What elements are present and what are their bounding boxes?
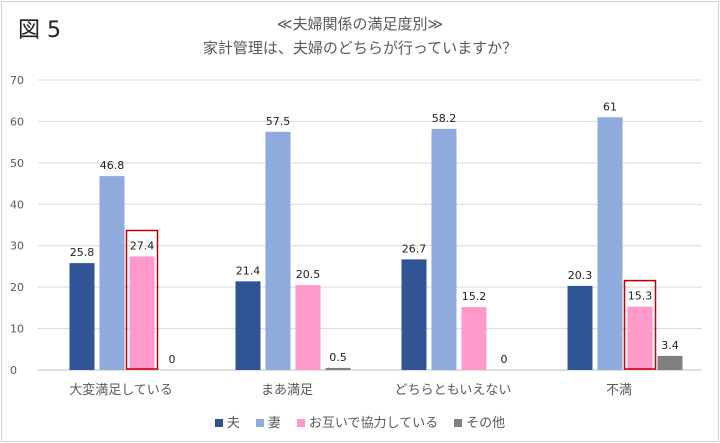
figure-label: 図 5 — [18, 18, 61, 43]
bar — [129, 256, 155, 370]
bar — [295, 285, 321, 370]
legend-label: 夫 — [226, 416, 240, 431]
data-label: 0 — [501, 353, 508, 366]
x-tick-label: 大変満足している — [69, 382, 173, 398]
y-tick-label: 70 — [10, 74, 24, 87]
bar — [99, 176, 125, 370]
bar — [401, 259, 427, 370]
data-label: 0.5 — [329, 351, 347, 364]
bar — [325, 367, 351, 370]
legend-label: 妻 — [267, 416, 281, 431]
data-label: 15.2 — [462, 290, 487, 303]
data-label: 25.8 — [70, 246, 95, 259]
legend-swatch — [214, 419, 223, 427]
bar — [235, 281, 261, 370]
legend-item: 夫 — [214, 416, 240, 431]
legend-label: お互いで協力している — [308, 416, 439, 431]
legend-swatch — [454, 419, 463, 427]
legend-label: その他 — [466, 416, 506, 431]
data-label: 61 — [603, 100, 617, 113]
y-tick-label: 10 — [10, 323, 24, 336]
x-tick-label: まあ満足 — [261, 383, 313, 398]
legend: 夫 妻 お互いで協力している その他 — [0, 412, 720, 431]
data-label: 27.4 — [130, 239, 155, 252]
bar — [69, 263, 95, 370]
x-tick-label: どちらともいえない — [395, 383, 512, 398]
data-label: 58.2 — [432, 112, 457, 125]
data-label: 15.3 — [628, 290, 653, 303]
y-tick-label: 20 — [10, 281, 24, 294]
chart-subtitle: 家計管理は、夫婦のどちらが行っていますか？ — [202, 39, 518, 57]
legend-swatch — [296, 419, 305, 427]
y-tick-label: 30 — [10, 240, 24, 253]
bar — [431, 128, 457, 370]
highlight-box — [125, 229, 159, 370]
y-tick-label: 40 — [10, 198, 24, 211]
data-label: 3.4 — [661, 339, 679, 352]
data-label: 20.3 — [568, 269, 593, 282]
y-tick-label: 60 — [10, 115, 24, 128]
bar — [567, 285, 593, 370]
data-label: 21.4 — [236, 264, 261, 277]
chart-title: ≪夫婦関係の満足度別≫ — [276, 15, 444, 33]
legend-item: その他 — [454, 416, 505, 431]
highlight-box — [623, 279, 657, 370]
x-tick-label: 不満 — [606, 383, 632, 398]
data-label: 20.5 — [296, 268, 321, 281]
y-tick-label: 0 — [10, 364, 17, 377]
bar — [265, 131, 291, 370]
bar — [597, 117, 623, 371]
y-tick-label: 50 — [10, 157, 24, 170]
legend-swatch — [255, 419, 264, 427]
data-label: 46.8 — [100, 159, 125, 172]
bar — [657, 355, 683, 370]
bar — [627, 306, 653, 370]
data-label: 57.5 — [266, 115, 291, 128]
legend-item: お互いで協力している — [296, 416, 439, 431]
bar — [461, 307, 487, 370]
data-label: 0 — [169, 353, 176, 366]
data-label: 26.7 — [402, 242, 427, 255]
legend-item: 妻 — [255, 416, 281, 431]
